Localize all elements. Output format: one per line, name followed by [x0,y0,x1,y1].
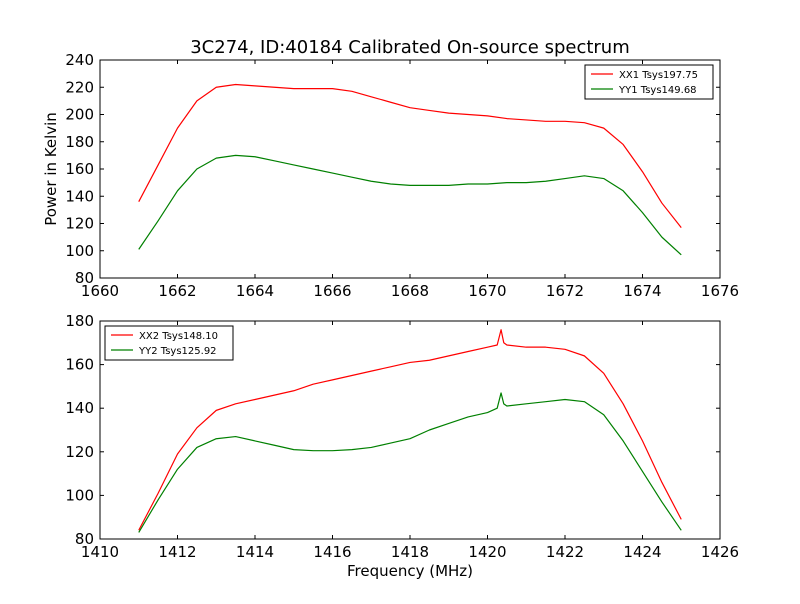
x-tick-label: 1666 [313,282,351,300]
y-tick-label: 100 [65,242,94,260]
legend-box [104,325,234,361]
legend-label: YY2 Tsys125.92 [138,346,217,357]
x-tick-label: 1670 [468,282,506,300]
legend-label: XX1 Tsys197.75 [619,70,698,81]
x-tick-label: 1410 [81,543,119,561]
x-tick-label: 1422 [546,543,584,561]
x-tick-label: 1672 [546,282,584,300]
x-tick-label: 1420 [468,543,506,561]
x-tick-label: 1426 [701,543,739,561]
x-tick-label: 1660 [81,282,119,300]
y-tick-label: 140 [65,399,94,417]
y-tick-label: 120 [65,215,94,233]
y-tick-label: 180 [65,133,94,151]
legend-label: XX2 Tsys148.10 [139,331,218,342]
x-tick-label: 1668 [391,282,429,300]
legend-label: YY1 Tsys149.68 [618,85,697,96]
series-line-2 [138,392,682,533]
x-axis-label-bottom: Frequency (MHz) [347,562,473,580]
legend: XX1 Tsys197.75 YY1 Tsys149.68 [584,64,714,100]
y-tick-label: 220 [65,78,94,96]
top-panel: 1660 1662 1664 1666 1668 1670 1672 1674 1676 80 10… [65,51,739,300]
y-tick-label: 200 [65,106,94,124]
x-tick-label: 1676 [701,282,739,300]
x-tick-label: 1424 [623,543,661,561]
x-tick-label: 1664 [236,282,274,300]
y-tick-label: 80 [75,269,94,287]
bottom-panel: 1410 1412 1414 1416 1418 1420 1422 1424 1426 80 10… [65,312,739,561]
x-tick-label: 1412 [158,543,196,561]
y-axis-label-top: Power in Kelvin [42,112,60,226]
legend-box [584,64,714,100]
y-tick-label: 160 [65,356,94,374]
legend: XX2 Tsys148.10 YY2 Tsys125.92 [104,325,234,361]
y-tick-label: 180 [65,312,94,330]
y-tick-label: 140 [65,187,94,205]
x-tick-label: 1674 [623,282,661,300]
x-tick-label: 1662 [158,282,196,300]
x-tick-label: 1414 [236,543,274,561]
series-line-1 [138,329,682,531]
y-tick-label: 100 [65,486,94,504]
x-tick-label: 1418 [391,543,429,561]
y-tick-label: 240 [65,51,94,69]
y-tick-label: 80 [75,530,94,548]
y-tick-label: 120 [65,443,94,461]
series-line-2 [138,154,682,256]
y-tick-label: 160 [65,160,94,178]
series-line-1 [138,83,682,228]
chart-title: 3C274, ID:40184 Calibrated On-source spe… [190,37,630,58]
x-tick-label: 1416 [313,543,351,561]
